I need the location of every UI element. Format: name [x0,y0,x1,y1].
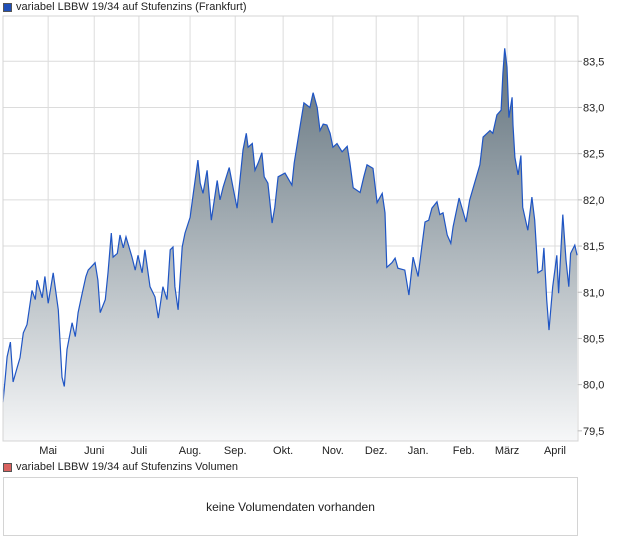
y-tick-label: 80,0 [583,380,604,392]
x-axis: Mai Juni Juli Aug. Sep. Okt. Nov. Dez. Jan. Feb. M… [39,445,566,457]
y-tick-label: 81,5 [583,241,604,253]
x-tick-label: Jan. [408,445,429,457]
x-tick-label: März [495,445,519,457]
x-tick-label: Juni [84,445,104,457]
price-line [2,48,578,403]
y-tick-label: 79,5 [583,426,604,438]
volume-empty-message: keine Volumendaten vorhanden [206,499,375,514]
price-legend: variabel LBBW 19/34 auf Stufenzins (Fran… [3,0,247,14]
plot-border [2,15,579,442]
price-legend-swatch [3,2,12,12]
x-tick-label: Sep. [224,445,247,457]
y-tick-label: 83,5 [583,56,604,68]
price-chart: 79,5 80,0 80,5 81,0 81,5 82,0 82,5 83,0 83,5 Mai… [2,15,604,457]
volume-panel: keine Volumendaten vorhanden [3,477,578,536]
volume-legend-label: variabel LBBW 19/34 auf Stufenzins Volum… [16,461,238,473]
x-tick-label: Okt. [273,445,293,457]
y-tick-label: 82,5 [583,149,604,161]
x-tick-label: April [544,445,566,457]
y-tick-label: 83,0 [583,102,604,114]
y-tick-label: 81,0 [583,287,604,299]
price-area [3,48,578,442]
x-tick-label: Feb. [453,445,475,457]
x-tick-label: Aug. [179,445,202,457]
x-tick-label: Nov. [322,445,344,457]
y-tick-label: 82,0 [583,195,604,207]
x-tick-label: Mai [39,445,57,457]
price-legend-label: variabel LBBW 19/34 auf Stufenzins (Fran… [16,1,247,13]
y-axis: 79,5 80,0 80,5 81,0 81,5 82,0 82,5 83,0 83,5 [578,56,604,438]
x-tick-label: Dez. [365,445,388,457]
volume-legend: variabel LBBW 19/34 auf Stufenzins Volum… [3,460,238,474]
y-tick-label: 80,5 [583,333,604,345]
x-tick-label: Juli [131,445,148,457]
volume-legend-swatch [3,462,12,472]
